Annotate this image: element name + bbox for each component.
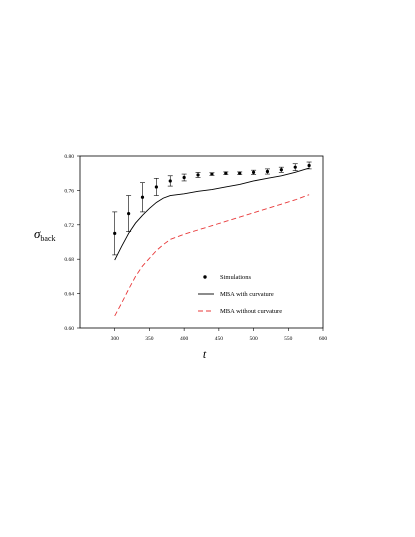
x-tick-label: 300 bbox=[111, 336, 120, 342]
data-point bbox=[238, 171, 242, 175]
legend: Simulations MBA with curvature MBA without… bbox=[198, 274, 282, 315]
data-point bbox=[182, 175, 186, 180]
legend-label: MBA with curvature bbox=[220, 291, 274, 298]
data-point bbox=[127, 212, 131, 216]
y-tick-label: 0.68 bbox=[64, 257, 74, 263]
legend-marker-simulations bbox=[203, 275, 207, 279]
simulation-point bbox=[237, 171, 243, 175]
y-axis-title: σback bbox=[34, 226, 56, 243]
series-line-mba-with-curvature bbox=[114, 167, 310, 261]
simulation-point bbox=[251, 169, 257, 175]
simulation-point bbox=[278, 166, 284, 173]
simulation-point bbox=[181, 173, 187, 182]
y-tick-label: 0.76 bbox=[64, 188, 74, 194]
data-point bbox=[113, 231, 117, 235]
x-tick-label: 550 bbox=[284, 336, 293, 342]
data-point bbox=[168, 179, 172, 183]
x-tick-label: 350 bbox=[145, 336, 154, 342]
data-point bbox=[293, 165, 297, 169]
data-point bbox=[265, 169, 270, 174]
x-axis-title: t bbox=[203, 347, 207, 361]
simulation-point bbox=[167, 175, 173, 187]
x-tick-label: 500 bbox=[249, 336, 258, 342]
series-line-mba-without-curvature bbox=[114, 194, 310, 317]
axis-ticks bbox=[77, 155, 324, 331]
data-point bbox=[210, 172, 214, 176]
axis-tick-labels: 300 350 400 450 500 550 600 0.60 0.64 0.68 0.72 0.7… bbox=[64, 154, 327, 342]
simulation-point bbox=[126, 195, 132, 232]
simulation-point bbox=[306, 161, 312, 170]
y-tick-label: 0.80 bbox=[64, 154, 74, 160]
x-tick-label: 600 bbox=[319, 336, 328, 342]
legend-label: MBA without curvature bbox=[220, 308, 282, 315]
simulation-point bbox=[209, 172, 215, 176]
data-point bbox=[307, 163, 311, 168]
simulation-point bbox=[264, 168, 270, 175]
y-tick-label: 0.72 bbox=[64, 223, 74, 229]
legend-label: Simulations bbox=[220, 274, 252, 281]
series-layer bbox=[112, 161, 312, 317]
data-point bbox=[224, 171, 228, 175]
simulation-point bbox=[112, 211, 118, 256]
simulation-point bbox=[153, 178, 159, 196]
simulation-point bbox=[195, 172, 201, 178]
y-axis-title-subscript: back bbox=[40, 234, 55, 243]
y-axis-title-symbol: σ bbox=[34, 226, 41, 241]
data-point bbox=[251, 170, 256, 174]
simulation-point bbox=[292, 163, 298, 171]
data-point bbox=[140, 195, 145, 199]
data-point bbox=[196, 173, 200, 177]
simulation-point bbox=[139, 182, 145, 213]
x-tick-label: 400 bbox=[180, 336, 189, 342]
y-tick-label: 0.64 bbox=[64, 292, 74, 298]
simulation-point bbox=[223, 171, 229, 175]
plot-frame bbox=[79, 155, 324, 329]
x-tick-label: 450 bbox=[215, 336, 224, 342]
data-point bbox=[154, 185, 158, 189]
y-tick-label: 0.60 bbox=[64, 326, 74, 332]
data-point bbox=[279, 168, 283, 172]
